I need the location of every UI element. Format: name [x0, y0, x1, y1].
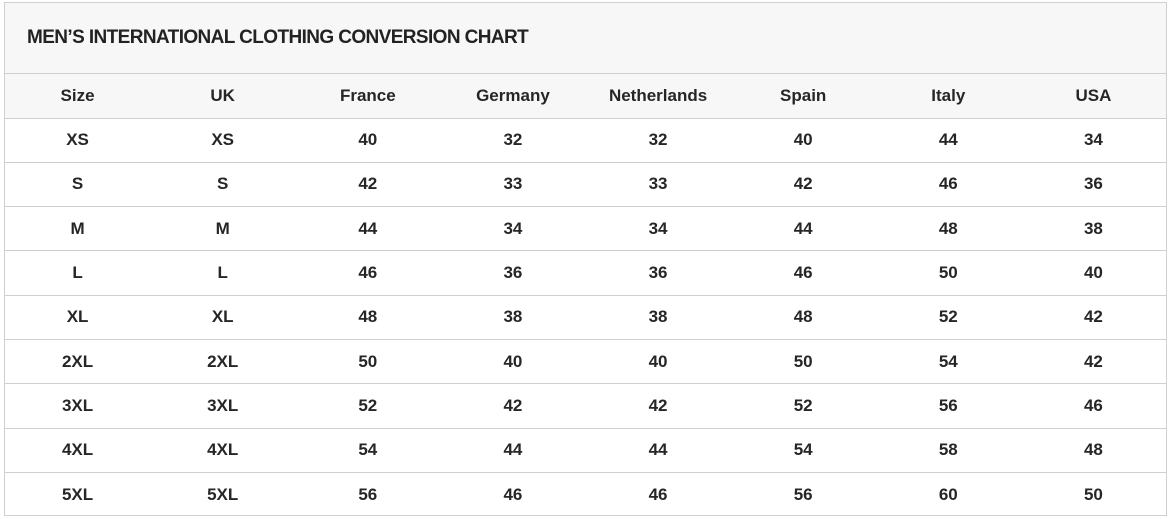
cell-spain: 56	[793, 484, 813, 504]
cell-spain: 44	[730, 206, 876, 252]
cell-uk: 5XL	[207, 484, 239, 504]
cell-france: 44	[295, 206, 441, 252]
column-header-italy: Italy	[875, 74, 1021, 119]
cell-usa: 50	[1083, 484, 1103, 504]
cell-uk: M	[150, 206, 296, 252]
cell-italy: 44	[875, 118, 1021, 163]
cell-uk: 3XL	[150, 383, 296, 429]
cell-france: 54	[295, 428, 441, 473]
cell-netherlands: 33	[585, 162, 731, 208]
cell-usa: 48	[1020, 428, 1166, 473]
cell-italy: 52	[875, 295, 1021, 340]
cell-italy: 46	[875, 162, 1021, 208]
cell-size: 3XL	[5, 383, 151, 429]
cell-uk: L	[150, 250, 296, 296]
cell-spain: 46	[730, 250, 876, 296]
cell-size: XL	[5, 295, 151, 340]
cell-netherlands: 34	[585, 206, 731, 252]
cell-italy: 60	[938, 484, 958, 504]
cell-netherlands: 42	[585, 383, 731, 429]
cell-germany: 38	[440, 295, 586, 340]
cell-spain: 40	[730, 118, 876, 163]
cell-france: 46	[295, 250, 441, 296]
cell-spain: 42	[730, 162, 876, 208]
cell-size: S	[5, 162, 151, 208]
table-row: 3XL 3XL 52 42 42 52 56 46	[5, 383, 1166, 429]
column-header-usa: USA	[1020, 74, 1166, 119]
cell-size: 2XL	[5, 339, 151, 385]
cell-france: 48	[295, 295, 441, 340]
cell-usa: 40	[1020, 250, 1166, 296]
cell-italy: 50	[875, 250, 1021, 296]
cell-france: 56	[358, 484, 378, 504]
cell-germany: 34	[440, 206, 586, 252]
cell-germany: 44	[440, 428, 586, 473]
cell-germany: 42	[440, 383, 586, 429]
conversion-table: Size UK France Germany Netherlands Spain…	[5, 74, 1166, 517]
cell-france: 42	[295, 162, 441, 208]
column-header-netherlands: Netherlands	[585, 74, 731, 119]
cell-netherlands: 38	[585, 295, 731, 340]
cell-size: 4XL	[5, 428, 151, 473]
cell-spain: 48	[730, 295, 876, 340]
table-row: XL XL 48 38 38 48 52 42	[5, 295, 1166, 340]
column-header-uk: UK	[150, 74, 296, 119]
cell-usa: 34	[1020, 118, 1166, 163]
table-row: 5XL 5XL 56 46 46 56 60 50	[5, 472, 1166, 516]
cell-netherlands: 36	[585, 250, 731, 296]
header-row: Size UK France Germany Netherlands Spain…	[5, 74, 1166, 119]
cell-size: L	[5, 250, 151, 296]
cell-spain: 52	[730, 383, 876, 429]
table-row: L L 46 36 36 46 50 40	[5, 250, 1166, 296]
table-header: Size UK France Germany Netherlands Spain…	[5, 74, 1166, 119]
cell-usa: 38	[1020, 206, 1166, 252]
cell-germany: 40	[440, 339, 586, 385]
cell-spain: 54	[730, 428, 876, 473]
cell-netherlands: 46	[648, 484, 668, 504]
cell-usa: 42	[1020, 339, 1166, 385]
cell-uk: XL	[150, 295, 296, 340]
cell-size: 5XL	[61, 484, 94, 504]
table-row: 4XL 4XL 54 44 44 54 58 48	[5, 428, 1166, 473]
cell-germany: 36	[440, 250, 586, 296]
cell-germany: 32	[440, 118, 586, 163]
cell-uk: 4XL	[150, 428, 296, 473]
cell-germany: 46	[503, 484, 523, 504]
cell-italy: 54	[875, 339, 1021, 385]
table-row: 2XL 2XL 50 40 40 50 54 42	[5, 339, 1166, 385]
table-row: XS XS 40 32 32 40 44 34	[5, 118, 1166, 163]
cell-netherlands: 32	[585, 118, 731, 163]
cell-france: 52	[295, 383, 441, 429]
cell-netherlands: 40	[585, 339, 731, 385]
cell-italy: 56	[875, 383, 1021, 429]
cell-uk: 2XL	[150, 339, 296, 385]
cell-usa: 46	[1020, 383, 1166, 429]
conversion-chart: MEN’S INTERNATIONAL CLOTHING CONVERSION …	[4, 2, 1167, 516]
cell-usa: 36	[1020, 162, 1166, 208]
cell-uk: XS	[150, 118, 296, 163]
cell-size: M	[5, 206, 151, 252]
title-bar: MEN’S INTERNATIONAL CLOTHING CONVERSION …	[5, 3, 1166, 74]
cell-netherlands: 44	[585, 428, 731, 473]
cell-uk: S	[150, 162, 296, 208]
column-header-size: Size	[5, 74, 151, 119]
table-row: S S 42 33 33 42 46 36	[5, 162, 1166, 208]
cell-usa: 42	[1020, 295, 1166, 340]
cell-spain: 50	[730, 339, 876, 385]
cell-italy: 58	[875, 428, 1021, 473]
table-row: M M 44 34 34 44 48 38	[5, 206, 1166, 252]
column-header-france: France	[295, 74, 441, 119]
table-body: XS XS 40 32 32 40 44 34 S S 42 33 33 42 46 36 M M 44 34 34 44…	[5, 118, 1166, 517]
cell-italy: 48	[875, 206, 1021, 252]
cell-france: 50	[295, 339, 441, 385]
column-header-germany: Germany	[440, 74, 586, 119]
column-header-spain: Spain	[730, 74, 876, 119]
cell-germany: 33	[440, 162, 586, 208]
cell-france: 40	[295, 118, 441, 163]
cell-size: XS	[5, 118, 151, 163]
chart-title: MEN’S INTERNATIONAL CLOTHING CONVERSION …	[27, 27, 529, 48]
